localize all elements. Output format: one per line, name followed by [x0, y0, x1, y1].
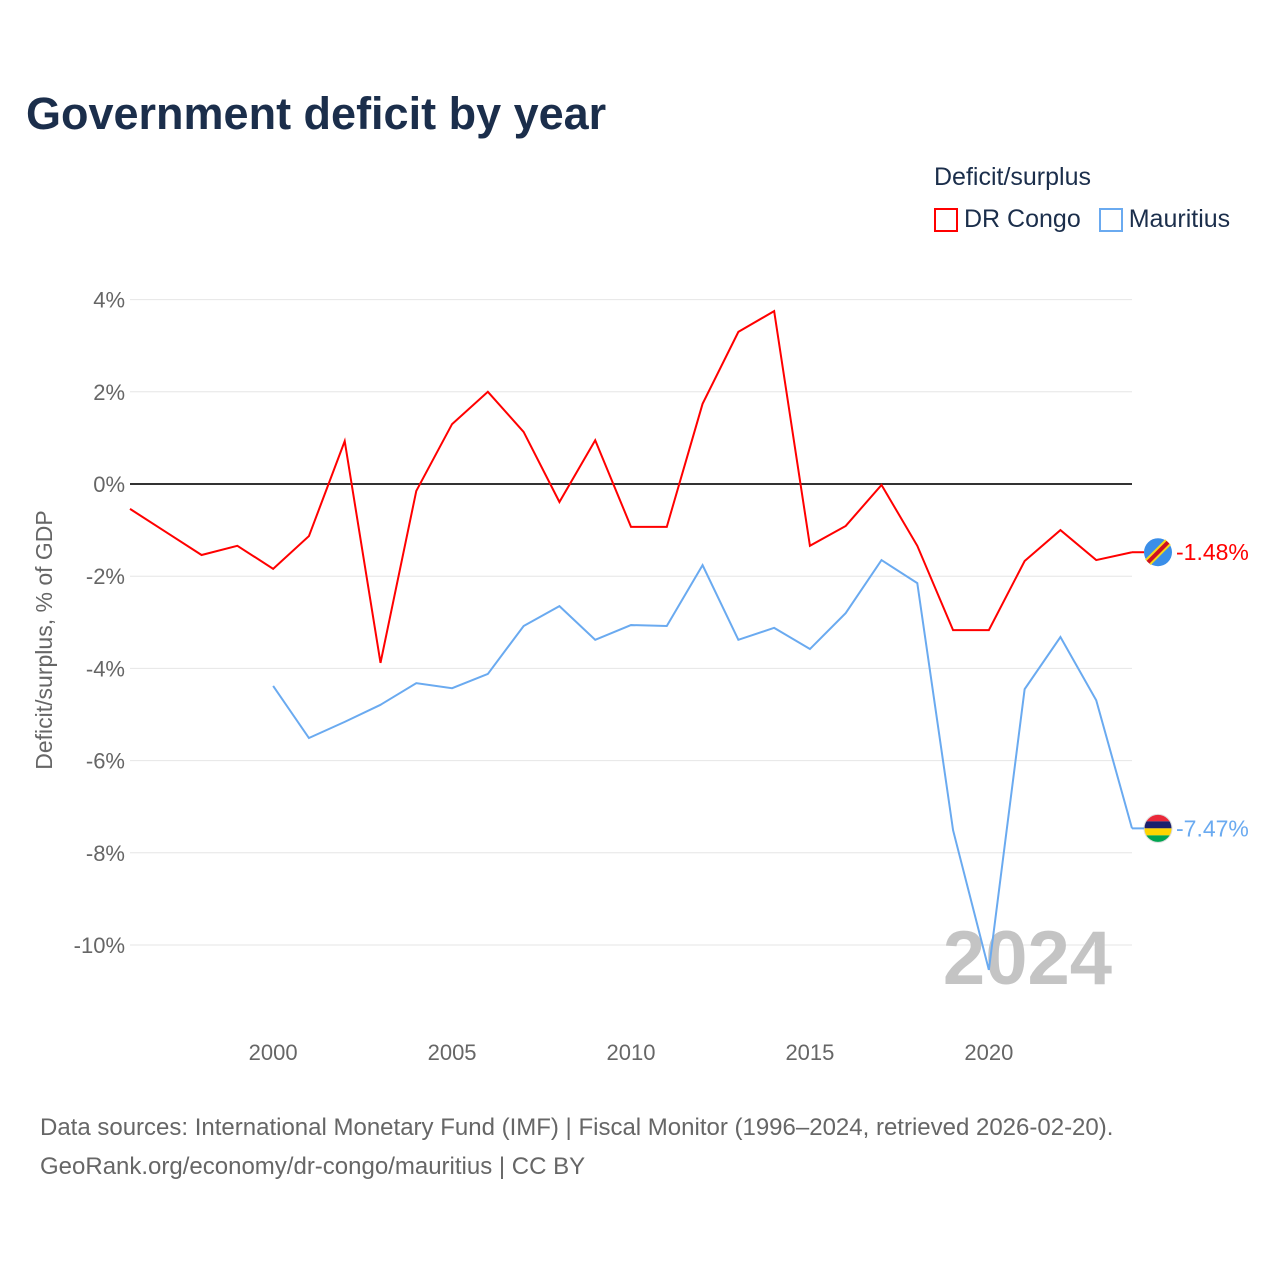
y-tick-label: -2%	[86, 564, 125, 589]
source-line-1: Data sources: International Monetary Fun…	[40, 1114, 1114, 1141]
y-tick-label: -4%	[86, 656, 125, 681]
source-note: Data sources: International Monetary Fun…	[40, 1108, 1113, 1186]
legend-item-mauritius[interactable]: Mauritius	[1098, 205, 1231, 234]
y-tick-label: -6%	[86, 749, 125, 774]
x-tick-label: 2020	[964, 1040, 1013, 1065]
chart-title: Government deficit by year	[26, 88, 607, 139]
legend-item-dr-congo[interactable]: DR Congo	[934, 205, 1081, 234]
flag-stripe	[1146, 540, 1170, 564]
legend-label: DR Congo	[964, 205, 1081, 233]
flag-mauritius-stripe	[1144, 821, 1172, 829]
y-tick-label: -10%	[74, 933, 125, 958]
flag-mauritius-stripe	[1144, 814, 1172, 822]
x-tick-label: 2000	[249, 1040, 298, 1065]
flag-mauritius-stripe	[1144, 828, 1172, 836]
legend-swatch-mauritius	[1098, 207, 1123, 232]
x-tick-label: 2015	[785, 1040, 834, 1065]
end-value-label: -1.48%	[1176, 539, 1249, 565]
y-tick-label: -8%	[86, 841, 125, 866]
series-line-0	[129, 309, 1133, 664]
x-tick-label: 2005	[428, 1040, 477, 1065]
end-value-label: -7.47%	[1176, 815, 1249, 841]
series-line-1	[272, 558, 1133, 971]
source-line-2[interactable]: GeoRank.org/economy/dr-congo/mauritius |…	[40, 1153, 586, 1180]
legend-label: Mauritius	[1128, 205, 1231, 233]
legend-title: Deficit/surplus	[934, 163, 1091, 191]
flag-mauritius-stripe	[1144, 835, 1172, 843]
x-tick-label: 2010	[607, 1040, 656, 1065]
y-tick-label: 0%	[93, 472, 125, 497]
legend: DR Congo Mauritius	[934, 205, 1230, 234]
y-axis-label: Deficit/surplus, % of GDP	[31, 510, 57, 769]
y-tick-label: 2%	[93, 380, 125, 405]
legend-swatch-dr-congo	[934, 207, 958, 232]
year-watermark: 2024	[943, 916, 1112, 1001]
y-tick-label: 4%	[93, 288, 125, 313]
